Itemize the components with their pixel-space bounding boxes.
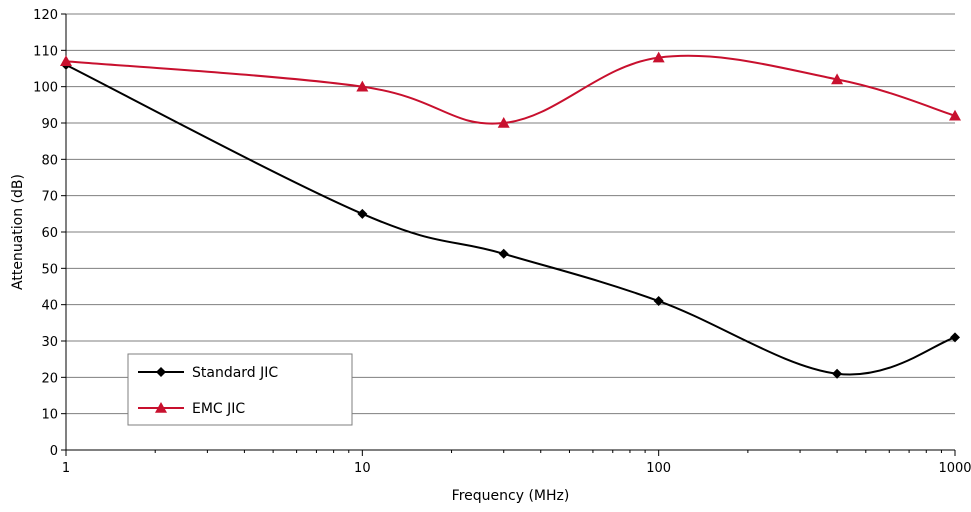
y-axis-title: Attenuation (dB) [10, 174, 26, 290]
legend-label-emc-jic: EMC JIC [192, 401, 245, 417]
legend-box [127, 353, 353, 426]
standard-jic-point [357, 208, 368, 219]
y-tick-label: 70 [41, 190, 58, 205]
y-tick-label: 120 [33, 8, 58, 23]
y-tick-label: 90 [41, 117, 58, 132]
emc-jic-point [652, 51, 665, 63]
y-tick-label: 10 [41, 408, 58, 423]
x-axis-title: Frequency (MHz) [452, 488, 570, 504]
y-tick-label: 40 [41, 299, 58, 314]
x-tick-label: 100 [646, 461, 671, 476]
y-tick-label: 100 [33, 81, 58, 96]
y-tick-label: 60 [41, 226, 58, 241]
emc-jic-point [497, 117, 510, 128]
y-tick-label: 80 [41, 153, 58, 168]
legend-marker-standard-jic [156, 367, 166, 377]
standard-jic-point [832, 368, 843, 379]
x-tick-label: 1 [62, 461, 70, 476]
y-tick-label: 50 [41, 262, 58, 277]
standard-jic-point [653, 296, 664, 307]
legend-label-standard-jic: Standard JIC [192, 365, 278, 381]
standard-jic-line [65, 63, 956, 376]
emc-jic-point [949, 109, 961, 121]
series [60, 51, 961, 379]
emc-jic-point [60, 55, 72, 67]
legend-marker-emc-jic [155, 402, 167, 413]
y-tick-label: 20 [41, 371, 58, 386]
x-tick-label: 1000 [938, 461, 971, 476]
y-tick-label: 110 [33, 44, 58, 59]
emc-jic-point [356, 80, 369, 92]
x-tick-label: 10 [354, 461, 371, 476]
standard-jic-point [498, 248, 509, 259]
y-tick-label: 30 [41, 335, 58, 350]
standard-jic-point [950, 332, 960, 343]
y-tick-label: 0 [50, 444, 58, 459]
emc-jic-line [65, 54, 956, 125]
emc-jic-point [831, 73, 844, 85]
legend: Standard JIC EMC JIC [127, 353, 353, 426]
